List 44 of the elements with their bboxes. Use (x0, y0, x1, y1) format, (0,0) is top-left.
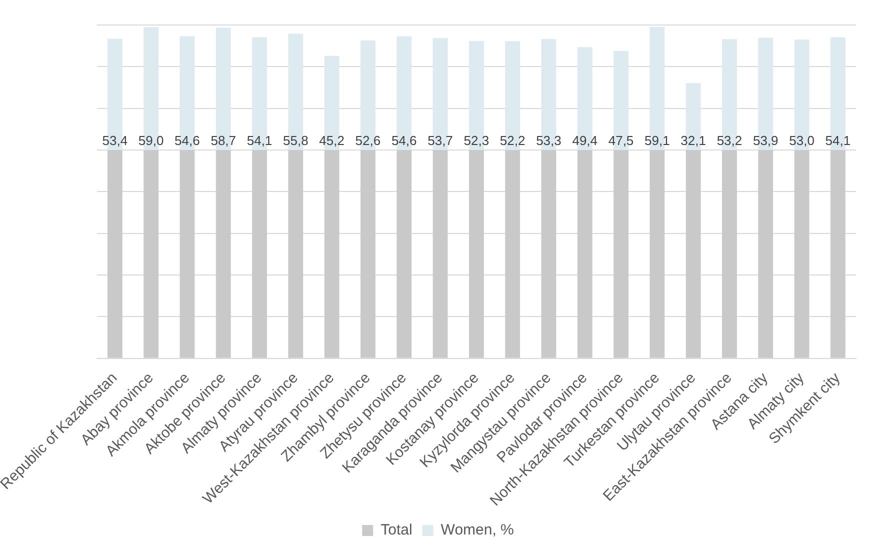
bar (180, 150, 195, 358)
bar (324, 150, 340, 358)
data-label: 58,7 (210, 133, 236, 148)
bar (830, 150, 846, 358)
bar (216, 150, 231, 358)
data-label: 54,6 (391, 133, 417, 148)
bar (758, 150, 774, 358)
data-label: 54,6 (174, 133, 200, 148)
data-label: 54,1 (825, 133, 851, 148)
data-label: 47,5 (608, 133, 634, 148)
bar (396, 150, 412, 358)
data-label: 52,2 (500, 133, 526, 148)
bar (144, 150, 159, 358)
data-label: 53,0 (789, 133, 814, 148)
bar (794, 150, 810, 358)
bar (722, 150, 737, 358)
bar (614, 150, 628, 358)
data-label: 53,3 (536, 133, 562, 148)
data-label: 52,6 (355, 133, 381, 148)
data-label: 55,8 (283, 133, 308, 148)
bar (107, 150, 122, 358)
bar (360, 150, 376, 358)
data-label: 53,4 (102, 133, 128, 148)
bar (288, 150, 304, 358)
data-label: 53,9 (752, 133, 778, 148)
data-label: 59,0 (138, 133, 164, 148)
data-label: 53,2 (716, 133, 742, 148)
data-label: 53,7 (428, 133, 453, 148)
legend-label: Total (380, 522, 412, 539)
legend-label: Women, % (440, 522, 514, 539)
data-label: 52,3 (464, 133, 490, 148)
bar (252, 150, 267, 358)
bar (577, 150, 592, 358)
bar (505, 150, 520, 358)
bar (541, 150, 556, 358)
bar (686, 150, 701, 358)
data-label: 54,1 (246, 133, 272, 148)
bar (468, 150, 484, 358)
data-label: 59,1 (644, 133, 670, 148)
bar (650, 150, 665, 358)
data-label: 45,2 (319, 133, 344, 148)
data-label: 49,4 (572, 133, 598, 148)
bar (432, 150, 448, 358)
data-label: 32,1 (680, 133, 706, 148)
